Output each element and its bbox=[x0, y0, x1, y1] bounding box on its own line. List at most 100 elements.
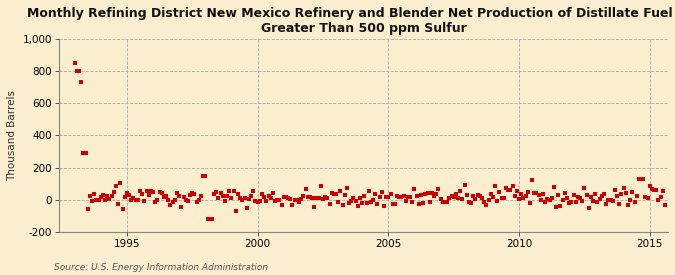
Point bbox=[213, 196, 224, 201]
Point bbox=[361, 200, 372, 205]
Point bbox=[431, 192, 441, 196]
Point bbox=[389, 202, 400, 207]
Point bbox=[292, 197, 302, 202]
Point bbox=[294, 200, 304, 204]
Point bbox=[374, 195, 385, 199]
Point bbox=[117, 207, 128, 211]
Point bbox=[130, 197, 141, 202]
Point bbox=[544, 198, 555, 203]
Point bbox=[549, 185, 560, 189]
Point bbox=[313, 196, 324, 200]
Point bbox=[82, 207, 93, 211]
Point bbox=[263, 193, 274, 198]
Point bbox=[529, 190, 540, 195]
Point bbox=[106, 194, 117, 198]
Point bbox=[588, 199, 599, 204]
Point bbox=[148, 190, 159, 195]
Point bbox=[329, 192, 340, 197]
Point bbox=[102, 194, 113, 198]
Point bbox=[324, 202, 335, 206]
Point bbox=[614, 202, 624, 206]
Point bbox=[72, 69, 82, 73]
Point bbox=[178, 194, 189, 199]
Point bbox=[161, 194, 171, 198]
Point bbox=[518, 195, 529, 200]
Point bbox=[510, 194, 520, 199]
Point bbox=[551, 205, 562, 209]
Point bbox=[163, 197, 173, 202]
Point bbox=[154, 189, 165, 194]
Point bbox=[233, 192, 244, 196]
Point bbox=[564, 201, 574, 205]
Point bbox=[372, 202, 383, 206]
Point bbox=[418, 200, 429, 205]
Point bbox=[475, 194, 485, 198]
Point bbox=[429, 194, 439, 198]
Point bbox=[531, 191, 542, 196]
Point bbox=[585, 195, 596, 199]
Point bbox=[217, 194, 228, 199]
Point bbox=[224, 188, 235, 193]
Point bbox=[627, 190, 638, 194]
Point bbox=[272, 197, 283, 202]
Point bbox=[254, 198, 265, 203]
Point bbox=[520, 194, 531, 198]
Point bbox=[425, 200, 435, 204]
Point bbox=[394, 194, 404, 199]
Point bbox=[202, 217, 213, 221]
Point bbox=[479, 200, 489, 204]
Text: Source: U.S. Energy Information Administration: Source: U.S. Energy Information Administ… bbox=[54, 263, 268, 272]
Point bbox=[392, 193, 402, 198]
Point bbox=[402, 195, 413, 199]
Point bbox=[359, 194, 370, 198]
Point bbox=[461, 193, 472, 197]
Point bbox=[189, 191, 200, 196]
Point bbox=[86, 199, 97, 204]
Point bbox=[119, 195, 130, 200]
Point bbox=[207, 217, 217, 221]
Point bbox=[494, 190, 505, 194]
Point bbox=[387, 202, 398, 206]
Point bbox=[572, 195, 583, 199]
Point bbox=[269, 199, 280, 204]
Point bbox=[407, 199, 418, 204]
Point bbox=[435, 197, 446, 202]
Point bbox=[466, 201, 477, 205]
Point bbox=[182, 199, 193, 204]
Point bbox=[526, 177, 537, 182]
Point bbox=[590, 192, 601, 196]
Point bbox=[111, 184, 122, 188]
Point bbox=[261, 199, 272, 203]
Point bbox=[489, 184, 500, 188]
Point bbox=[322, 196, 333, 200]
Point bbox=[540, 200, 551, 204]
Point bbox=[348, 196, 359, 200]
Point bbox=[450, 192, 461, 196]
Point bbox=[281, 195, 292, 199]
Point bbox=[80, 151, 91, 155]
Point bbox=[507, 184, 518, 188]
Point bbox=[599, 192, 610, 196]
Point bbox=[444, 196, 455, 201]
Point bbox=[483, 198, 494, 202]
Point bbox=[252, 200, 263, 204]
Point bbox=[514, 197, 524, 201]
Point bbox=[416, 193, 427, 197]
Point bbox=[78, 151, 88, 155]
Point bbox=[169, 198, 180, 202]
Point bbox=[464, 200, 475, 204]
Point bbox=[246, 194, 256, 199]
Point bbox=[300, 187, 311, 191]
Point bbox=[194, 197, 205, 202]
Point bbox=[448, 194, 459, 199]
Point bbox=[173, 194, 184, 199]
Point bbox=[574, 196, 585, 200]
Point bbox=[70, 61, 80, 65]
Point bbox=[400, 199, 411, 204]
Point bbox=[581, 193, 592, 197]
Point bbox=[522, 189, 533, 194]
Point bbox=[159, 194, 169, 199]
Point bbox=[370, 192, 381, 196]
Point bbox=[396, 195, 407, 199]
Point bbox=[385, 192, 396, 197]
